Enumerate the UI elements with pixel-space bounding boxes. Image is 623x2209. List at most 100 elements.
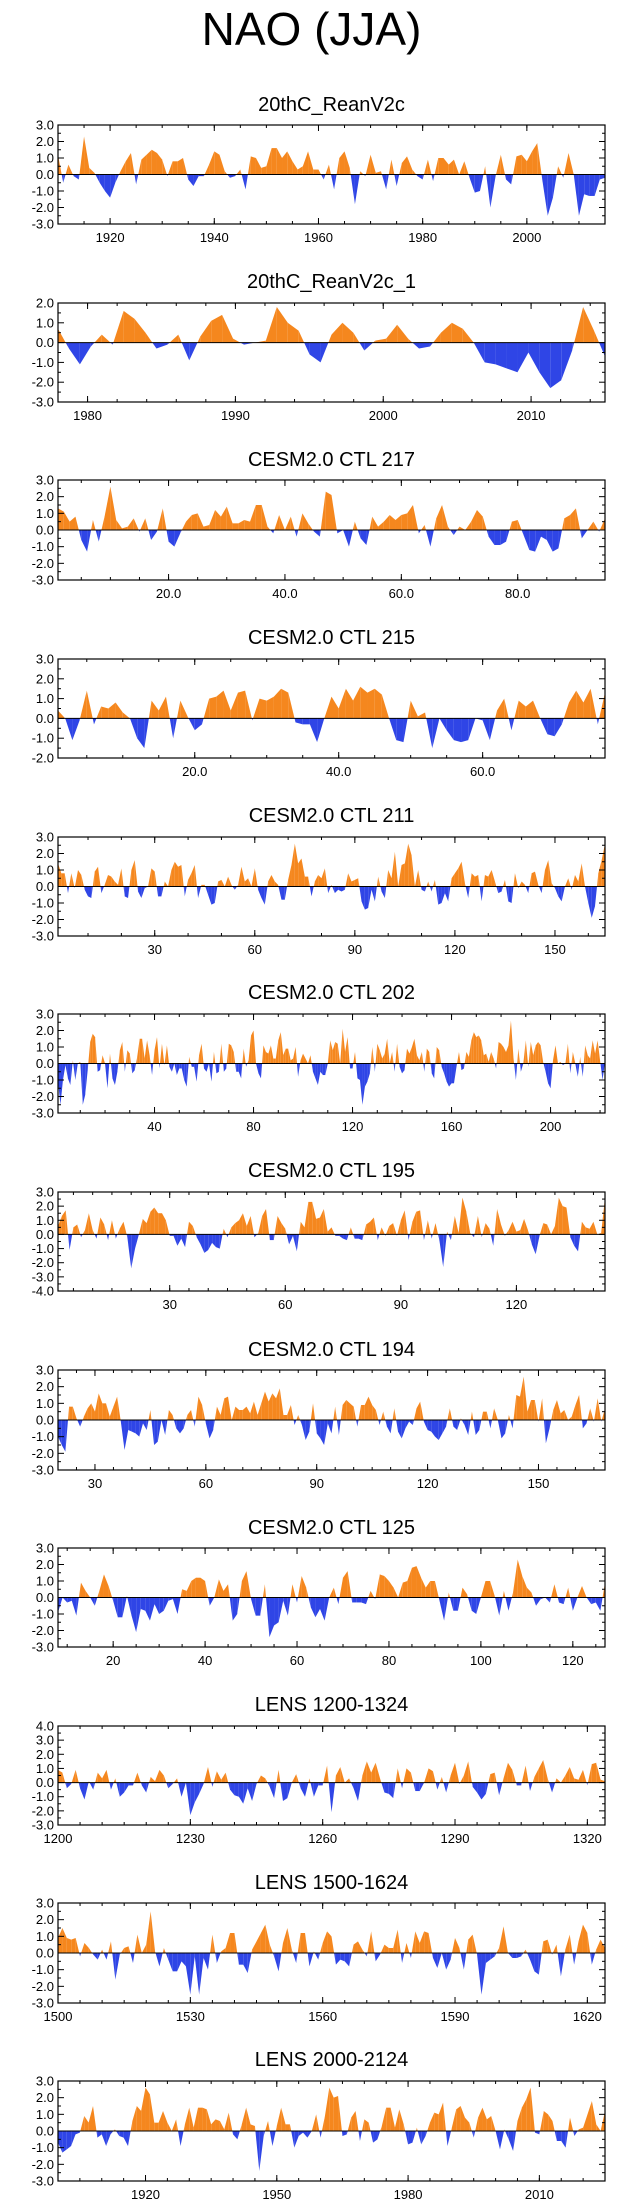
- negative-area: [451, 1063, 455, 1084]
- positive-area: [383, 515, 390, 530]
- positive-area: [340, 1028, 343, 1064]
- negative-area: [205, 1420, 206, 1424]
- negative-area: [561, 2131, 566, 2148]
- positive-area: [84, 1943, 89, 1953]
- negative-area: [232, 2131, 234, 2135]
- negative-area: [376, 1234, 378, 1241]
- negative-area: [229, 1597, 233, 1621]
- positive-area: [517, 1559, 523, 1598]
- positive-area: [521, 2099, 527, 2131]
- positive-area: [575, 508, 581, 530]
- positive-area: [485, 166, 487, 175]
- positive-area: [441, 1776, 444, 1783]
- y-tick-label: 2.0: [36, 671, 54, 686]
- positive-area: [601, 843, 605, 887]
- positive-area: [386, 324, 398, 343]
- negative-area: [338, 1597, 340, 1605]
- negative-area: [494, 530, 501, 545]
- positive-area: [63, 511, 70, 530]
- positive-area: [265, 1051, 269, 1064]
- negative-area: [237, 1597, 240, 1614]
- negative-area: [543, 1063, 546, 1072]
- positive-area: [517, 2107, 522, 2131]
- positive-area: [529, 873, 532, 887]
- negative-area: [110, 2131, 114, 2135]
- negative-area: [453, 718, 462, 743]
- positive-area: [497, 1208, 501, 1235]
- positive-area: [104, 486, 111, 530]
- positive-area: [458, 1051, 461, 1064]
- negative-area: [68, 342, 80, 365]
- positive-area: [410, 700, 418, 719]
- positive-area: [443, 2102, 446, 2131]
- positive-area: [313, 169, 319, 175]
- negative-area: [381, 886, 385, 899]
- positive-area: [394, 2109, 400, 2131]
- negative-area: [154, 1597, 160, 1614]
- negative-area: [441, 1953, 447, 1970]
- positive-area: [333, 1587, 337, 1598]
- positive-area: [167, 161, 173, 175]
- negative-area: [83, 886, 85, 890]
- negative-area: [486, 530, 489, 537]
- negative-area: [129, 718, 138, 739]
- negative-area: [548, 1782, 553, 1793]
- negative-area: [514, 1063, 516, 1080]
- positive-area: [267, 526, 271, 530]
- positive-area: [291, 843, 295, 887]
- positive-area: [304, 1201, 309, 1235]
- negative-area: [135, 1234, 139, 1249]
- positive-area: [349, 167, 351, 175]
- negative-area: [292, 1234, 297, 1252]
- positive-area: [544, 860, 549, 887]
- negative-area: [295, 718, 303, 725]
- positive-area: [490, 1581, 495, 1598]
- positive-area: [146, 1211, 151, 1235]
- negative-area: [58, 2131, 63, 2153]
- positive-area: [439, 1050, 442, 1064]
- positive-area: [86, 690, 93, 719]
- negative-area: [106, 2131, 111, 2146]
- x-tick-label: 160: [441, 1119, 463, 1134]
- positive-area: [303, 1053, 306, 1064]
- positive-area: [375, 1410, 379, 1420]
- positive-area: [150, 1911, 156, 1953]
- negative-area: [80, 1234, 82, 1238]
- negative-area: [574, 2131, 578, 2136]
- negative-area: [99, 174, 105, 191]
- positive-area: [216, 1771, 222, 1783]
- positive-area: [328, 334, 332, 343]
- negative-area: [365, 1597, 369, 1605]
- positive-area: [471, 873, 475, 887]
- positive-area: [327, 1931, 332, 1953]
- negative-area: [508, 886, 512, 903]
- positive-area: [461, 861, 465, 887]
- negative-area: [446, 1063, 450, 1087]
- negative-area: [402, 1782, 404, 1789]
- positive-area: [342, 322, 354, 343]
- negative-area: [396, 718, 404, 743]
- y-tick-label: 3.0: [36, 1541, 54, 1556]
- negative-area: [400, 1782, 403, 1789]
- negative-area: [168, 1597, 173, 1601]
- y-tick-label: 2.0: [36, 489, 54, 504]
- positive-area: [482, 1223, 486, 1235]
- negative-area: [485, 1782, 489, 1794]
- positive-area: [374, 688, 382, 719]
- positive-area: [380, 1944, 385, 1953]
- positive-area: [154, 2122, 159, 2131]
- positive-area: [311, 2114, 317, 2131]
- positive-area: [214, 151, 220, 175]
- positive-area: [600, 2111, 605, 2131]
- y-tick-label: -3.0: [32, 573, 54, 588]
- positive-area: [393, 1929, 398, 1953]
- negative-area: [595, 1597, 601, 1611]
- y-tick-label: -2.0: [32, 375, 54, 390]
- negative-area: [337, 530, 344, 534]
- negative-area: [453, 530, 458, 535]
- negative-area: [227, 1234, 229, 1238]
- negative-area: [384, 886, 387, 899]
- positive-area: [352, 521, 355, 530]
- positive-area: [281, 1223, 286, 1235]
- positive-area: [547, 1939, 552, 1953]
